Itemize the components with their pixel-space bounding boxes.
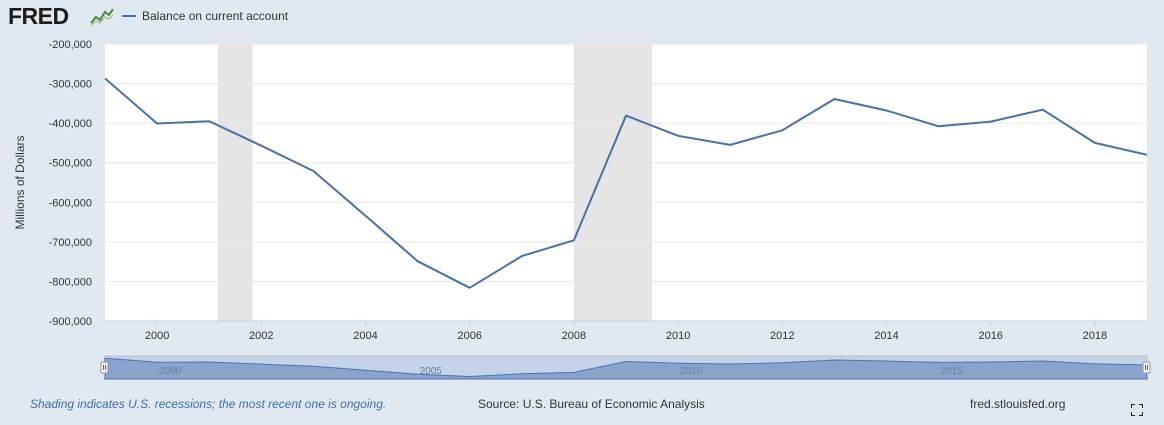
fullscreen-icon[interactable] xyxy=(1131,404,1143,416)
y-tick-label: -400,000 xyxy=(49,118,92,130)
y-tick-label: -800,000 xyxy=(49,276,92,288)
series-line xyxy=(104,77,1148,289)
y-tick-label: -900,000 xyxy=(49,316,92,328)
y-tick-label: -300,000 xyxy=(49,79,92,91)
x-tick-label: 2008 xyxy=(562,330,586,342)
x-tick-label: 2016 xyxy=(978,330,1002,342)
legend-swatch xyxy=(122,15,136,17)
recession-band xyxy=(218,44,253,321)
source-text: Source: U.S. Bureau of Economic Analysis xyxy=(478,397,705,411)
navigator-handle-left[interactable] xyxy=(100,361,109,374)
navigator-label: 2015 xyxy=(941,366,964,377)
x-tick-label: 2010 xyxy=(666,330,690,342)
y-tick-label: -700,000 xyxy=(49,237,92,249)
chart-footer: Shading indicates U.S. recessions; the m… xyxy=(0,392,1164,422)
x-tick-label: 2006 xyxy=(457,330,481,342)
recession-note: Shading indicates U.S. recessions; the m… xyxy=(30,397,387,411)
fred-graph-icon xyxy=(90,6,114,26)
navigator-label: 2000 xyxy=(159,366,182,377)
navigator-label: 2010 xyxy=(680,366,703,377)
x-tick-label: 2004 xyxy=(353,330,377,342)
navigator-label: 2005 xyxy=(420,366,443,377)
legend-label: Balance on current account xyxy=(142,9,289,23)
navigator-series xyxy=(104,357,1148,380)
recession-band xyxy=(573,44,653,321)
navigator-handle-right[interactable] xyxy=(1142,361,1151,374)
x-tick-label: 2000 xyxy=(145,330,169,342)
y-tick-label: -200,000 xyxy=(49,39,92,51)
y-tick-label: -600,000 xyxy=(49,197,92,209)
y-tick-label: -500,000 xyxy=(49,158,92,170)
line-chart: -200,000 -300,000 -400,000 -500,000 -600,000… xyxy=(13,39,1151,380)
site-link[interactable]: fred.stlouisfed.org xyxy=(970,397,1066,411)
fred-logo[interactable]: FRED xyxy=(8,3,69,29)
legend[interactable]: Balance on current account xyxy=(122,8,288,24)
y-axis-label: Millions of Dollars xyxy=(13,135,27,229)
chart-header: FRED Balance on current account xyxy=(0,0,1164,34)
x-tick-label: 2002 xyxy=(249,330,273,342)
x-tick-label: 2014 xyxy=(874,330,898,342)
x-tick-label: 2012 xyxy=(770,330,794,342)
x-tick-label: 2018 xyxy=(1083,330,1107,342)
